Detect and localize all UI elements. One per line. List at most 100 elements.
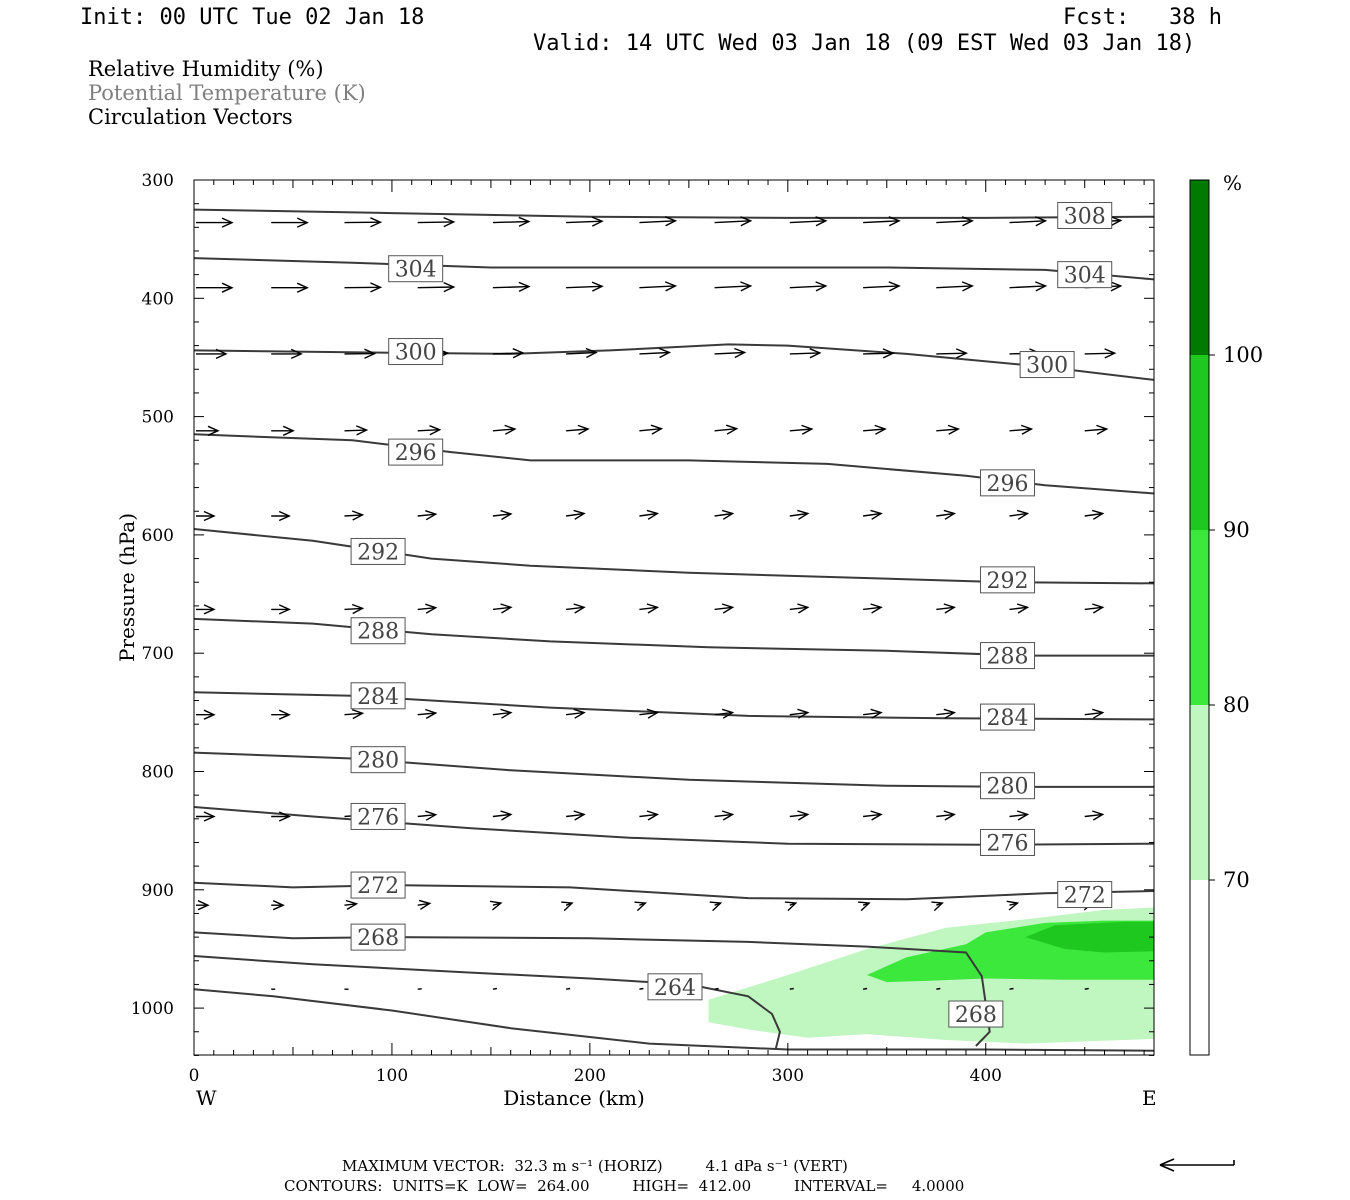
x-tick-label: 0 — [189, 1066, 200, 1086]
vector-arrowhead — [278, 811, 291, 822]
vector-arrowhead — [203, 811, 216, 822]
vector-arrowhead — [296, 217, 309, 228]
circulation-vector — [714, 987, 719, 990]
vector-arrowhead — [573, 509, 586, 520]
vector-arrowhead — [207, 425, 220, 436]
vector-arrowhead — [278, 510, 291, 522]
vector-arrowhead — [797, 708, 810, 719]
circulation-vector — [936, 352, 967, 355]
vector-arrowhead — [1096, 424, 1109, 435]
theta-label: 304 — [1064, 264, 1106, 289]
vector-arrowhead — [425, 708, 438, 720]
theta-label-box — [388, 255, 444, 283]
theta-contour-292 — [194, 528, 1154, 585]
theta-label-box — [350, 682, 406, 710]
colorbar-segment — [1190, 530, 1209, 705]
circulation-vector — [789, 512, 808, 517]
circulation-vector — [344, 712, 363, 716]
vector-arrowhead — [797, 603, 810, 614]
vector-arrowhead — [425, 810, 438, 821]
circulation-vector — [789, 428, 812, 432]
circulation-vector — [1084, 987, 1089, 990]
y-tick-label: 600 — [142, 526, 174, 546]
theta-label: 280 — [987, 775, 1029, 800]
vector-arrowhead — [870, 509, 883, 520]
vector-arrowhead — [931, 901, 944, 912]
vector-arrowhead — [1020, 424, 1034, 435]
vector-arrowhead — [221, 217, 234, 228]
vector-arrowhead — [961, 281, 975, 292]
vector-arrowhead — [425, 603, 438, 614]
circulation-vector — [492, 285, 529, 289]
vector-arrowhead — [518, 216, 531, 227]
circulation-vector — [1084, 352, 1115, 355]
vector-arrowhead — [1035, 281, 1048, 292]
vector-arrowhead — [591, 281, 604, 292]
circulation-vector — [344, 514, 363, 517]
vector-arrowhead — [518, 281, 531, 293]
circulation-vector — [566, 813, 585, 818]
circulation-vector — [863, 512, 882, 517]
circulation-vector — [417, 607, 436, 611]
theta-label: 284 — [357, 685, 399, 710]
vector-arrowhead — [577, 424, 590, 435]
circulation-vector — [714, 220, 751, 224]
circulation-vector — [417, 513, 436, 517]
vector-arrowhead — [1035, 216, 1048, 227]
contour-label-layer: 308 304 304 300 300 296 296 292 292 288 288 284 284 2… — [350, 201, 1113, 1028]
theta-label-box — [1057, 261, 1113, 289]
circulation-vector — [344, 903, 357, 906]
contour-info-note: CONTOURS: UNITS=K LOW= 264.00 HIGH= 412.… — [284, 1177, 965, 1195]
vector-arrowhead — [351, 510, 365, 521]
theta-label: 288 — [357, 620, 399, 645]
theta-label-box — [980, 642, 1036, 670]
y-tick-label: 700 — [142, 644, 174, 664]
theta-label-box — [1057, 201, 1113, 229]
vector-arrowhead — [1092, 810, 1105, 821]
y-tick-label: 900 — [142, 881, 174, 901]
circulation-vector — [1009, 987, 1014, 990]
circulation-vector — [714, 711, 733, 716]
theta-label-box — [350, 923, 406, 951]
colorbar-segment — [1190, 705, 1209, 880]
vector-arrowhead — [561, 901, 574, 912]
theta-contour-272 — [194, 881, 1154, 901]
circulation-vector — [789, 220, 826, 224]
y-axis-label: Pressure (hPa) — [115, 513, 139, 662]
vector-arrowhead — [197, 900, 210, 911]
plot-frame — [193, 179, 1155, 1056]
circulation-vector — [863, 428, 886, 432]
vector-arrowhead — [504, 424, 517, 435]
theta-label: 268 — [955, 1003, 997, 1028]
circulation-vector — [714, 813, 733, 818]
circulation-vector — [566, 512, 585, 517]
x-tick-label: 200 — [574, 1066, 606, 1086]
vector-arrowhead — [290, 348, 303, 360]
circulation-vector — [566, 220, 603, 224]
vector-arrowhead — [888, 281, 901, 292]
humidity-fill-layer — [708, 907, 1154, 1044]
theta-label: 280 — [357, 749, 399, 774]
circulation-vector — [863, 220, 900, 224]
vector-arrowhead — [801, 424, 814, 435]
rh-region-90 — [1025, 921, 1154, 953]
reference-vector-icon — [1159, 1158, 1235, 1172]
vector-arrowhead — [573, 603, 586, 614]
circulation-vector — [863, 813, 882, 818]
vector-arrowhead — [443, 216, 456, 228]
vector-arrowhead — [370, 217, 383, 228]
circulation-vector — [344, 607, 363, 611]
vector-arrowhead — [888, 216, 901, 227]
circulation-vector — [936, 711, 955, 716]
theta-label: 276 — [987, 831, 1029, 856]
circulation-vector — [1009, 813, 1028, 818]
circulation-vector — [417, 902, 430, 906]
circulation-vector — [639, 285, 676, 289]
y-tick-label: 500 — [142, 408, 174, 428]
vector-arrowhead — [740, 281, 753, 292]
circulation-vector — [492, 987, 498, 990]
theta-label: 268 — [357, 926, 399, 951]
circulation-vector — [639, 428, 662, 432]
vector-arrowhead — [650, 424, 664, 435]
vector-arrowhead — [797, 509, 810, 520]
